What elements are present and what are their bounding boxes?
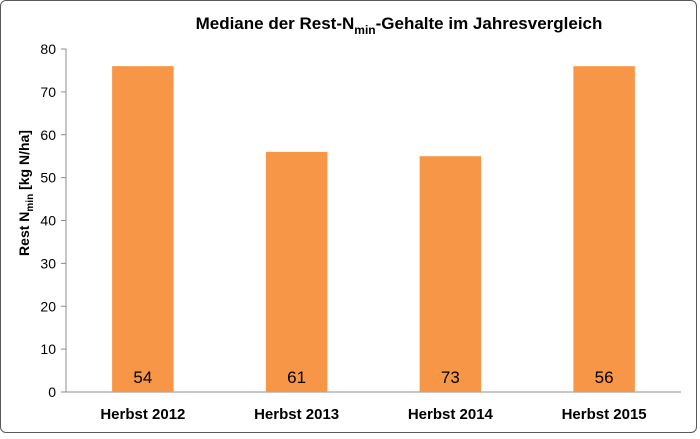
bar-3 — [419, 156, 482, 392]
y-tick-label: 30 — [40, 255, 56, 271]
y-tick-label: 60 — [40, 127, 56, 143]
y-ticks: 0 10 20 30 40 50 60 70 80 — [40, 41, 66, 400]
x-tick-label: Herbst 2015 — [562, 406, 647, 423]
y-tick-label: 20 — [40, 298, 56, 314]
chart-title: Mediane der Rest-Nmin-Gehalte im Jahresv… — [196, 14, 603, 37]
bars — [112, 66, 635, 393]
y-tick-label: 70 — [40, 84, 56, 100]
x-tick-label: Herbst 2014 — [408, 406, 494, 423]
y-tick-label: 50 — [40, 170, 56, 186]
bar-1 — [112, 66, 174, 393]
bar-data-label: 73 — [441, 368, 460, 387]
bar-data-label: 56 — [595, 368, 614, 387]
y-tick-label: 10 — [40, 341, 56, 357]
bar-4 — [573, 66, 635, 393]
bar-2 — [265, 151, 328, 392]
y-tick-label: 0 — [48, 384, 56, 400]
bar-labels: 54 61 73 56 — [133, 368, 613, 387]
y-axis-label: Rest Nmin [kg N/ha] — [16, 130, 36, 256]
x-tick-label: Herbst 2013 — [254, 406, 339, 423]
bar-data-label: 54 — [133, 368, 152, 387]
x-tick-labels: Herbst 2012 Herbst 2013 Herbst 2014 Herbst … — [100, 406, 646, 423]
bar-data-label: 61 — [287, 368, 306, 387]
x-tick-label: Herbst 2012 — [100, 406, 185, 423]
y-tick-label: 40 — [40, 213, 56, 229]
y-tick-label: 80 — [40, 41, 56, 57]
